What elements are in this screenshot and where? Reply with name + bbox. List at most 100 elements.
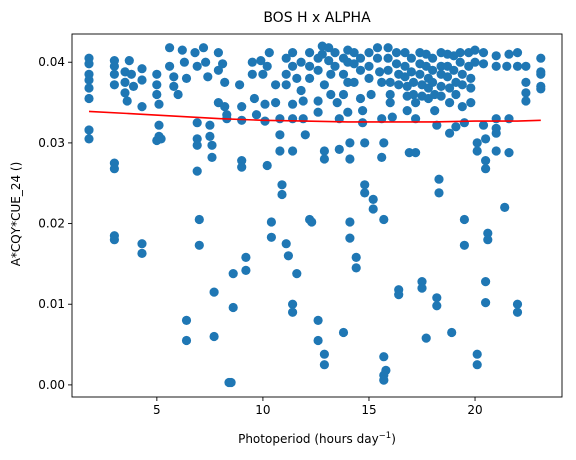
data-point-264 <box>459 214 469 225</box>
data-point-154 <box>343 77 353 87</box>
data-point-289 <box>491 114 501 124</box>
data-point-50 <box>192 140 202 150</box>
data-point-38 <box>169 72 179 82</box>
data-point-224 <box>417 283 427 293</box>
data-point-56 <box>203 72 213 82</box>
data-point-196 <box>385 98 395 108</box>
data-point-105 <box>281 239 291 249</box>
data-point-206 <box>400 72 410 82</box>
data-point-212 <box>406 67 416 77</box>
data-point-303 <box>521 77 531 87</box>
fit-line-layer <box>88 110 541 123</box>
data-point-230 <box>421 333 431 343</box>
data-point-53 <box>194 240 204 250</box>
data-point-237 <box>432 293 442 303</box>
data-point-165 <box>355 53 366 63</box>
data-point-276 <box>472 360 482 370</box>
data-point-18 <box>120 88 130 98</box>
data-point-74 <box>228 302 238 313</box>
data-point-273 <box>472 138 482 148</box>
data-point-223 <box>417 277 427 287</box>
data-point-35 <box>152 135 162 146</box>
data-point-190 <box>379 375 389 385</box>
data-point-127 <box>313 65 323 75</box>
data-point-150 <box>338 89 349 100</box>
y-axis-ticks: 0.00 0.01 0.02 0.03 0.04 <box>38 55 72 392</box>
data-point-3 <box>84 75 94 85</box>
data-point-238 <box>432 301 442 311</box>
data-point-161 <box>349 59 359 69</box>
x-axis-label-end: ) <box>391 432 396 446</box>
data-point-129 <box>313 107 323 117</box>
data-point-143 <box>330 48 340 58</box>
data-point-67 <box>220 77 230 87</box>
data-point-278 <box>478 59 489 69</box>
data-point-133 <box>317 49 327 59</box>
data-point-294 <box>502 61 512 71</box>
data-point-296 <box>504 148 514 158</box>
data-point-113 <box>288 307 298 317</box>
data-point-220 <box>415 69 425 79</box>
data-point-120 <box>300 130 310 140</box>
data-point-293 <box>504 49 514 59</box>
data-point-308 <box>536 69 546 79</box>
y-tick-label-4: 0.04 <box>38 55 65 69</box>
data-point-186 <box>379 214 389 225</box>
data-point-211 <box>406 53 416 63</box>
data-point-7 <box>84 134 94 144</box>
data-point-15 <box>109 235 119 245</box>
data-point-87 <box>258 69 268 79</box>
data-point-195 <box>385 89 395 100</box>
data-point-210 <box>404 148 414 158</box>
data-point-250 <box>445 98 455 108</box>
data-point-72 <box>226 377 236 388</box>
data-point-151 <box>338 327 349 338</box>
data-point-160 <box>349 48 359 58</box>
data-point-243 <box>436 91 446 101</box>
data-point-265 <box>459 240 469 250</box>
x-tick-label-2: 15 <box>361 403 376 417</box>
data-point-194 <box>385 77 395 87</box>
data-point-287 <box>491 51 501 61</box>
data-point-214 <box>408 89 419 100</box>
data-point-282 <box>481 164 491 174</box>
data-point-106 <box>283 251 293 261</box>
data-point-21 <box>126 69 136 79</box>
data-point-156 <box>345 138 355 148</box>
data-point-42 <box>179 57 189 67</box>
data-point-300 <box>512 299 523 309</box>
data-point-169 <box>358 118 368 128</box>
y-tick-label-0: 0.00 <box>38 378 65 392</box>
data-point-114 <box>292 73 302 83</box>
data-point-55 <box>201 57 211 67</box>
data-point-252 <box>447 327 457 338</box>
data-point-59 <box>207 140 217 150</box>
data-point-11 <box>109 80 119 90</box>
data-point-66 <box>218 59 228 69</box>
x-axis-ticks: 5 10 15 20 <box>153 397 483 417</box>
data-point-92 <box>262 160 272 171</box>
points-layer <box>84 41 546 388</box>
data-point-140 <box>324 56 334 66</box>
data-point-80 <box>241 252 251 262</box>
data-point-281 <box>481 156 491 166</box>
data-point-28 <box>152 69 162 79</box>
data-point-147 <box>334 144 344 154</box>
data-point-173 <box>364 48 374 58</box>
data-point-24 <box>137 75 147 85</box>
data-point-130 <box>313 315 323 325</box>
data-point-182 <box>377 77 387 87</box>
data-point-103 <box>281 69 291 79</box>
x-tick-label-1: 10 <box>255 403 270 417</box>
data-point-158 <box>345 217 355 227</box>
data-point-179 <box>372 43 383 53</box>
data-point-85 <box>251 110 262 120</box>
data-point-5 <box>84 93 94 104</box>
y-axis-label: A*CQY*CUE_24 () <box>9 162 23 267</box>
data-point-41 <box>177 45 187 55</box>
data-point-149 <box>338 69 349 79</box>
data-point-185 <box>377 152 387 162</box>
data-point-251 <box>445 128 455 138</box>
data-point-31 <box>154 99 164 109</box>
data-point-166 <box>355 65 366 75</box>
